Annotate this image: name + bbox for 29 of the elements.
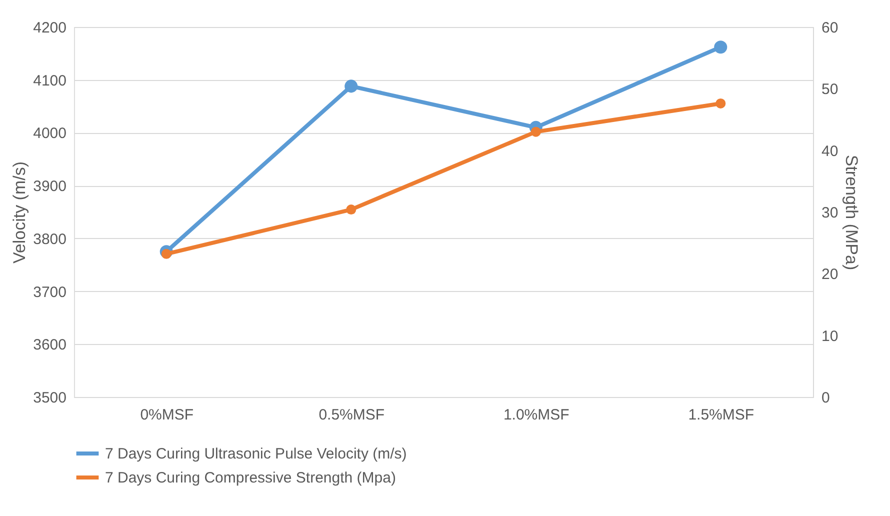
y2-tick-label: 30 xyxy=(822,204,838,222)
x-tick-label: 1.5%MSF xyxy=(688,406,754,424)
point xyxy=(714,40,728,54)
y2-tick-label: 60 xyxy=(822,20,838,36)
y-tick-label: 4000 xyxy=(33,125,66,142)
y-tick-label: 4100 xyxy=(33,72,66,90)
y-tick-label: 3700 xyxy=(33,284,66,301)
y2-axis-title: Strength (MPa) xyxy=(842,154,862,270)
point xyxy=(530,126,541,137)
point xyxy=(716,98,726,108)
x-tick-label: 1.0%MSF xyxy=(503,406,570,424)
legend-label: 7 Days Curing Compressive Strength (Mpa) xyxy=(105,470,396,486)
y2-tick-label: 10 xyxy=(822,328,838,345)
point xyxy=(344,80,358,93)
y2-tick-label: 40 xyxy=(822,142,838,160)
y-tick-label: 3800 xyxy=(33,230,66,248)
x-tick-label: 0.5%MSF xyxy=(318,406,385,424)
y-tick-label: 3900 xyxy=(33,178,66,196)
y2-tick-label: 20 xyxy=(822,266,838,284)
legend-label: 7 Days Curing Ultrasonic Pulse Velocity (m/s) xyxy=(105,446,407,462)
y2-tick-label: 0 xyxy=(822,390,830,406)
y-tick-label: 4200 xyxy=(33,20,66,36)
y2-tick-label: 50 xyxy=(822,81,838,98)
y-tick-label: 3500 xyxy=(33,390,66,406)
point xyxy=(161,248,172,259)
x-tick-label: 0%MSF xyxy=(140,406,194,424)
y-tick-label: 3600 xyxy=(33,336,66,354)
point xyxy=(346,204,356,215)
y-axis-title: Velocity (m/s) xyxy=(10,161,30,264)
